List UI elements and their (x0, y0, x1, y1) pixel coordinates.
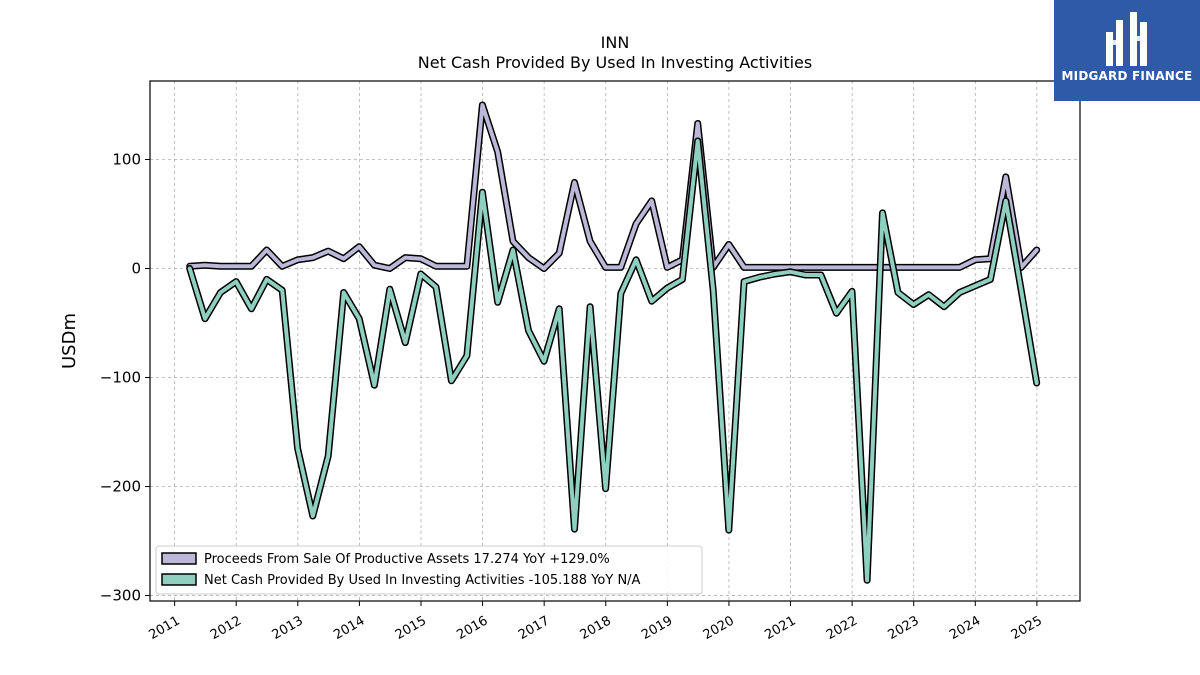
y-tick-label: 0 (131, 260, 141, 278)
series-proceeds-line-outline (186, 101, 1041, 272)
x-tick-label: 2012 (208, 613, 244, 643)
x-tick-label: 2020 (701, 613, 737, 643)
legend-swatch-proceeds (161, 552, 197, 565)
brand-logo-text: MIDGARD FINANCE (1061, 69, 1193, 83)
x-tick-label: 2013 (270, 613, 306, 643)
x-tick-label: 2019 (639, 613, 675, 643)
x-tick-label: 2018 (578, 613, 614, 643)
x-tick-label: 2022 (824, 613, 860, 643)
y-tick-label: 100 (112, 150, 141, 168)
x-tick-label: 2016 (454, 613, 490, 643)
x-tick-label: 2017 (516, 613, 552, 643)
x-tick-label: 2014 (331, 613, 367, 643)
x-tick-label: 2015 (393, 613, 429, 643)
legend-label-proceeds: Proceeds From Sale Of Productive Assets … (204, 552, 610, 567)
x-axis: 2011 2012 2013 2014 2015 2016 2017 2018 2019 2020… (146, 601, 1045, 643)
x-tick-label: 2025 (1009, 613, 1045, 643)
x-tick-label: 2024 (947, 613, 983, 643)
chart-title: INN (601, 33, 630, 52)
series-net-cash-line (187, 139, 1039, 583)
y-tick-label: −100 (100, 369, 141, 387)
series-layer (186, 101, 1041, 584)
chart-subtitle: Net Cash Provided By Used In Investing A… (418, 53, 812, 72)
x-tick-label: 2011 (146, 613, 182, 643)
x-tick-label: 2021 (762, 613, 798, 643)
series-net-cash-line-outline (186, 137, 1041, 584)
y-tick-label: −200 (100, 478, 141, 496)
legend-label-net-cash: Net Cash Provided By Used In Investing A… (204, 573, 641, 588)
legend-box (155, 545, 703, 595)
y-tick-label: −300 (100, 587, 141, 605)
y-axis: −300 −200 −100 0 100 (100, 150, 150, 605)
x-tick-label: 2023 (886, 613, 922, 643)
y-axis-label: USDm (59, 313, 80, 369)
midgard-logo-icon (1106, 12, 1147, 66)
legend: Proceeds From Sale Of Productive Assets … (155, 545, 703, 595)
legend-swatch-net-cash (161, 573, 197, 586)
brand-logo: MIDGARD FINANCE (1054, 0, 1200, 101)
series-proceeds-line (187, 103, 1039, 271)
plot-frame (149, 80, 1081, 602)
